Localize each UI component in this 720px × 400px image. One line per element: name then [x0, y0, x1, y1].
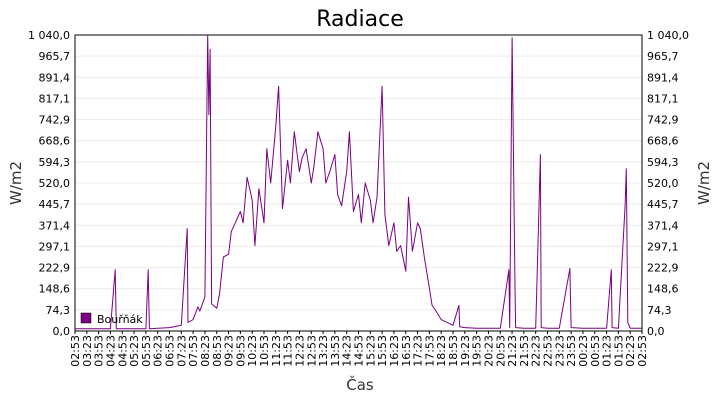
- x-tick-label: 02:53: [69, 335, 82, 367]
- x-tick-label: 21:23: [506, 335, 519, 367]
- x-tick-label: 21:53: [518, 335, 531, 367]
- x-tick-label: 08:23: [199, 335, 212, 367]
- y-tick-label-right: 891,4: [647, 71, 679, 84]
- x-tick-label: 13:23: [317, 335, 330, 367]
- y-tick-label-left: 1 040,0: [28, 29, 70, 42]
- x-tick-label: 06:53: [164, 335, 177, 367]
- y-tick-label-right: 817,1: [647, 92, 679, 105]
- x-tick-label: 22:23: [530, 335, 543, 367]
- y-tick-label-right: 965,7: [647, 50, 679, 63]
- x-tick-labels: 02:5303:2303:5304:2304:5305:2305:5306:23…: [69, 331, 649, 367]
- x-tick-label: 03:53: [93, 335, 106, 367]
- y-axis-label-right: W/m2: [695, 161, 713, 205]
- x-tick-label: 11:53: [282, 335, 295, 367]
- x-tick-label: 07:53: [187, 335, 200, 367]
- x-tick-label: 12:23: [293, 335, 306, 367]
- y-tick-label-left: 297,1: [39, 240, 71, 253]
- series-line: [75, 34, 642, 330]
- y-tick-label-right: 445,7: [647, 198, 679, 211]
- x-tick-label: 07:23: [175, 335, 188, 367]
- y-tick-label-right: 148,6: [647, 283, 679, 296]
- x-tick-label: 11:23: [270, 335, 283, 367]
- x-tick-label: 22:53: [542, 335, 555, 367]
- y-tick-label-left: 594,3: [39, 156, 71, 169]
- x-tick-label: 20:53: [494, 335, 507, 367]
- y-tick-label-right: 0,0: [647, 325, 665, 338]
- x-tick-label: 04:23: [104, 335, 117, 367]
- y-tick-label-right: 520,0: [647, 177, 679, 190]
- y-tick-labels-left: 0,0 74,3 148,6 222,9 297,1 371,4 445,7 520,0 594…: [28, 29, 70, 338]
- y-tick-label-left: 965,7: [39, 50, 71, 63]
- y-tick-label-left: 742,9: [39, 114, 71, 127]
- y-tick-label-left: 371,4: [39, 219, 71, 232]
- y-tick-label-right: 742,9: [647, 114, 679, 127]
- chart-title: Radiace: [316, 7, 403, 32]
- y-tick-label-left: 668,6: [39, 135, 71, 148]
- x-tick-label: 06:23: [152, 335, 165, 367]
- x-tick-label: 10:53: [258, 335, 271, 367]
- x-tick-label: 01:23: [601, 335, 614, 367]
- y-tick-label-left: 222,9: [39, 262, 71, 275]
- x-tick-label: 05:23: [128, 335, 141, 367]
- legend: Bouřňák: [80, 312, 143, 326]
- y-tick-label-right: 222,9: [647, 262, 679, 275]
- x-tick-label: 09:53: [234, 335, 247, 367]
- y-tick-label-left: 817,1: [39, 92, 71, 105]
- y-tick-label-right: 371,4: [647, 219, 679, 232]
- x-tick-label: 08:53: [211, 335, 224, 367]
- x-tick-label: 19:23: [459, 335, 472, 367]
- y-tick-label-right: 297,1: [647, 240, 679, 253]
- x-tick-label: 14:23: [341, 335, 354, 367]
- grid-lines: [75, 34, 642, 332]
- x-tick-label: 15:23: [364, 335, 377, 367]
- x-axis-label: Čas: [346, 375, 374, 394]
- x-tick-label: 13:53: [329, 335, 342, 367]
- x-tick-label: 04:53: [116, 335, 129, 367]
- x-tick-label: 10:23: [246, 335, 259, 367]
- x-tick-label: 17:23: [412, 335, 425, 367]
- x-tick-label: 09:23: [223, 335, 236, 367]
- y-tick-label-right: 668,6: [647, 135, 679, 148]
- x-tick-label: 05:53: [140, 335, 153, 367]
- y-tick-label-left: 148,6: [39, 283, 71, 296]
- x-tick-label: 20:23: [482, 335, 495, 367]
- y-tick-label-right: 594,3: [647, 156, 679, 169]
- y-tick-label-left: 74,3: [46, 304, 71, 317]
- x-tick-label: 18:53: [447, 335, 460, 367]
- y-tick-label-left: 891,4: [39, 71, 71, 84]
- x-tick-label: 01:53: [612, 335, 625, 367]
- y-tick-label-left: 445,7: [39, 198, 71, 211]
- x-tick-label: 02:53: [636, 335, 649, 367]
- y-tick-label-right: 74,3: [647, 304, 672, 317]
- x-tick-label: 23:23: [553, 335, 566, 367]
- x-tick-label: 03:23: [81, 335, 94, 367]
- x-tick-label: 02:23: [624, 335, 637, 367]
- y-tick-label-left: 0,0: [53, 325, 71, 338]
- x-tick-label: 14:53: [353, 335, 366, 367]
- x-tick-label: 19:53: [471, 335, 484, 367]
- x-tick-label: 16:23: [388, 335, 401, 367]
- y-axis-label-left: W/m2: [7, 161, 25, 205]
- x-tick-label: 15:53: [376, 335, 389, 367]
- x-tick-label: 17:53: [423, 335, 436, 367]
- x-tick-label: 23:53: [565, 335, 578, 367]
- y-tick-labels-right: 0,0 74,3 148,6 222,9 297,1 371,4 445,7 520,0 594…: [647, 29, 689, 338]
- x-tick-label: 16:53: [400, 335, 413, 367]
- x-tick-label: 00:23: [577, 335, 590, 367]
- legend-label: Bouřňák: [97, 313, 143, 326]
- y-tick-label-left: 520,0: [39, 177, 71, 190]
- x-tick-label: 18:23: [435, 335, 448, 367]
- y-tick-label-right: 1 040,0: [647, 29, 689, 42]
- legend-swatch: [80, 312, 92, 324]
- x-tick-label: 12:53: [305, 335, 318, 367]
- series-layer: [75, 34, 642, 330]
- x-tick-label: 00:53: [589, 335, 602, 367]
